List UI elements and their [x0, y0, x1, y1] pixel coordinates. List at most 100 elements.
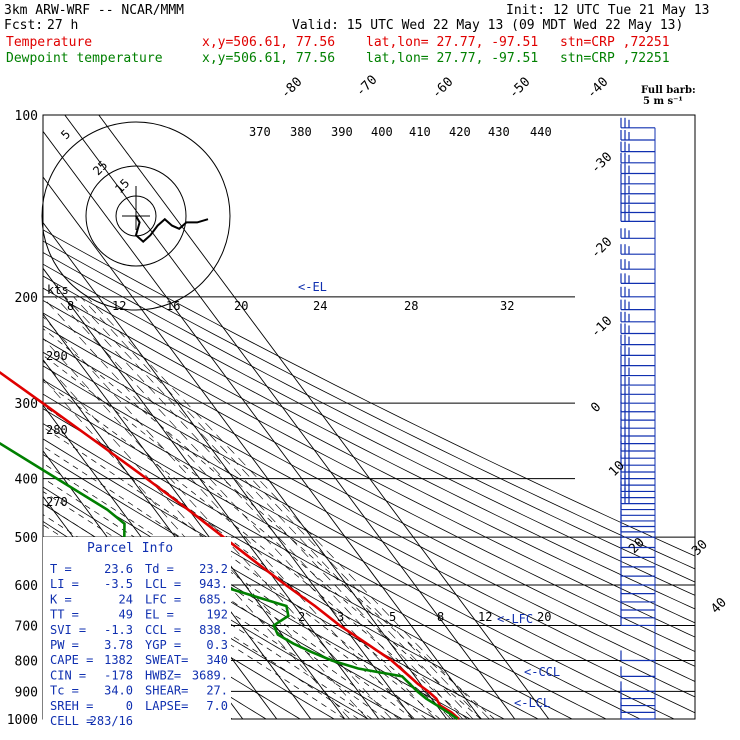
parcel-info-label: YGP =: [145, 638, 181, 652]
init-time: Init: 12 UTC Tue 21 May 13: [506, 3, 710, 18]
dry-adiabat: [43, 263, 695, 596]
parcel-info-value: 7.0: [206, 699, 228, 713]
mixing-ratio-label: 20: [537, 610, 551, 624]
mixing-ratio-line: [80, 296, 482, 719]
parcel-info-value: 340: [206, 653, 228, 667]
isotherm-line: [43, 221, 414, 719]
dry-adiabat: [43, 229, 695, 557]
theta-label: 280: [46, 423, 68, 437]
wind-barb: [620, 345, 655, 356]
profiles: [0, 370, 460, 721]
dry-adiabat: [43, 438, 539, 719]
wind-barb: [620, 527, 655, 538]
parcel-info-label: T =: [50, 562, 72, 576]
dry-adiabat: [43, 299, 695, 638]
wind-barb: [620, 681, 655, 692]
parcel-info-value: -1.3: [104, 623, 133, 637]
legend-dewpoint-latlon: lat,lon= 27.77, -97.51: [366, 51, 538, 66]
parcel-info-label: SREH =: [50, 699, 93, 713]
parcel-info-label: LCL =: [145, 577, 181, 591]
wind-barb: [620, 384, 655, 395]
wind-barb: [620, 505, 655, 516]
lfc-marker: <-LFC: [497, 612, 533, 626]
parcel-info-title: Parcel Info: [87, 541, 173, 556]
mixing-ratio-label: 12: [112, 299, 126, 313]
fcst-label: Fcst:: [4, 18, 43, 33]
legend-temperature-latlon: lat,lon= 27.77, -97.51: [366, 35, 538, 50]
dry-adiabat: [43, 379, 675, 719]
parcel-info-value: -3.5: [104, 577, 133, 591]
parcel-info-label: HWBZ=: [145, 668, 181, 682]
moist-adiabat: [43, 354, 481, 719]
parcel-info-value: 24: [119, 592, 133, 606]
hodograph-ring-label: 15: [112, 176, 132, 196]
mixing-ratio-label: 3: [337, 610, 344, 624]
wind-barb: [620, 183, 655, 195]
mixing-ratio-label: 5: [389, 610, 396, 624]
isotherm-line: [43, 358, 312, 719]
parcel-info-value: 283/16: [90, 714, 133, 728]
mixing-ratio-label: 8: [437, 610, 444, 624]
wind-barb: [620, 688, 655, 700]
isotherm-line: [43, 267, 380, 719]
wind-barb: [620, 141, 655, 153]
parcel-info-label: Tc =: [50, 684, 79, 698]
ccl-marker: <-CCL: [524, 665, 560, 679]
legend-temperature-name: Temperature: [6, 35, 92, 50]
legend-temperature-xy: x,y=506.61, 77.56: [202, 35, 335, 50]
wind-barb: [620, 475, 655, 486]
wind-barb: [620, 355, 655, 367]
wind-barb: [620, 244, 655, 255]
theta-label: 380: [290, 125, 312, 139]
isotherm-label: -60: [429, 75, 456, 102]
dry-adiabat: [43, 325, 695, 667]
theta-label: 410: [409, 125, 431, 139]
wind-barb: [620, 273, 655, 284]
parcel-info-label: SVI =: [50, 623, 86, 637]
legend-dewpoint-stn: stn=CRP ,72251: [560, 51, 670, 66]
legend-temperature-stn: stn=CRP ,72251: [560, 35, 670, 50]
parcel-info-value: 23.2: [199, 562, 228, 576]
legend-dewpoint-name: Dewpoint temperature: [6, 51, 163, 66]
wind-barb: [620, 334, 655, 346]
parcel-info-box: Parcel Info T = 23.6 Td = 23.2 LI = -3.5 LCL =…: [43, 537, 231, 729]
lcl-marker: <-LCL: [514, 696, 550, 710]
isotherm-label: 30: [689, 537, 711, 559]
pressure-tick-label: 700: [15, 619, 38, 634]
dry-adiabat: [43, 275, 695, 610]
pressure-tick-label: 200: [15, 291, 38, 306]
parcel-info-label: CAPE =: [50, 653, 93, 667]
parcel-info-label: LFC =: [145, 592, 181, 606]
parcel-info-label: LAPSE=: [145, 699, 188, 713]
barb-key-title: Full barb:: [641, 85, 696, 96]
wind-barb: [620, 433, 655, 445]
wind-barb: [620, 499, 655, 511]
parcel-info-label: TT =: [50, 608, 79, 622]
isotherm-label: -20: [588, 235, 615, 262]
mixing-ratio-label: 24: [313, 299, 327, 313]
isotherm-label: -10: [588, 314, 615, 341]
theta-label: 290: [46, 349, 68, 363]
parcel-info-value: 23.6: [104, 562, 133, 576]
wind-barb: [620, 441, 655, 452]
parcel-info-value: 685.: [199, 592, 228, 606]
wind-barb: [620, 193, 655, 204]
parcel-info-value: 192: [206, 608, 228, 622]
wind-barb: [620, 448, 655, 459]
isotherm-line: [43, 313, 346, 719]
isotherm-label: -40: [584, 75, 611, 102]
wind-barb: [620, 173, 655, 185]
pressure-tick-label: 800: [15, 654, 38, 669]
hodograph-ring-label: 5: [58, 127, 73, 142]
wind-barb: [620, 487, 655, 499]
temperature-profile: [0, 370, 460, 720]
parcel-info-value: 0: [126, 699, 133, 713]
wind-barb: [620, 666, 655, 677]
isotherm-label: 40: [708, 595, 730, 617]
wind-barb: [620, 117, 655, 129]
isotherm-label: -30: [588, 150, 615, 177]
hodograph-ring: [85, 165, 187, 267]
wind-barb: [620, 323, 655, 335]
wind-barb: [620, 211, 655, 222]
theta-label: 390: [331, 125, 353, 139]
